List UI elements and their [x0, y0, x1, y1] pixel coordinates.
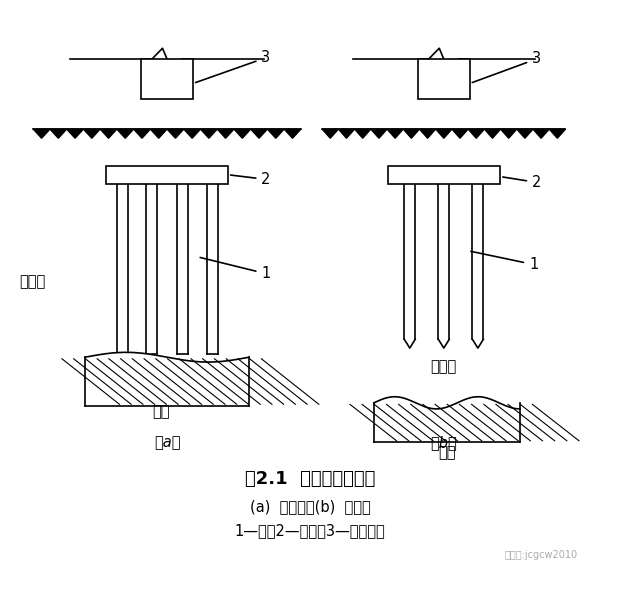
Polygon shape [387, 129, 403, 138]
Bar [141, 59, 193, 99]
Text: 软土层: 软土层 [431, 359, 457, 374]
Polygon shape [533, 129, 549, 138]
Polygon shape [84, 129, 100, 138]
Text: 微信号:jcgcw2010: 微信号:jcgcw2010 [505, 550, 578, 560]
Polygon shape [339, 129, 355, 138]
Polygon shape [322, 129, 339, 138]
Polygon shape [468, 129, 484, 138]
Polygon shape [150, 129, 167, 138]
Text: (a)  端承桩；(b)  摩擦桩: (a) 端承桩；(b) 摩擦桩 [250, 499, 370, 514]
Polygon shape [200, 129, 217, 138]
Text: 图2.1  端承桩与摩擦桩: 图2.1 端承桩与摩擦桩 [245, 470, 375, 488]
Polygon shape [85, 353, 249, 406]
Polygon shape [403, 129, 420, 138]
Polygon shape [184, 129, 200, 138]
Polygon shape [436, 129, 452, 138]
Text: 软土层: 软土层 [19, 274, 45, 288]
Polygon shape [267, 129, 284, 138]
Polygon shape [33, 129, 50, 138]
Polygon shape [420, 129, 436, 138]
Text: 硬层: 硬层 [438, 445, 456, 460]
Bar [106, 166, 228, 184]
Polygon shape [250, 129, 267, 138]
Text: （b）: （b） [430, 435, 457, 450]
Polygon shape [217, 129, 234, 138]
Polygon shape [484, 129, 500, 138]
Text: 1: 1 [471, 251, 538, 272]
Polygon shape [167, 129, 184, 138]
Polygon shape [371, 129, 387, 138]
Text: 2: 2 [231, 172, 271, 187]
Text: 3: 3 [195, 50, 270, 82]
Polygon shape [500, 129, 517, 138]
Polygon shape [50, 129, 67, 138]
Text: 3: 3 [472, 51, 541, 82]
Polygon shape [517, 129, 533, 138]
Polygon shape [67, 129, 84, 138]
Polygon shape [452, 129, 468, 138]
Polygon shape [100, 129, 117, 138]
Polygon shape [284, 129, 301, 138]
Text: 硬层: 硬层 [153, 404, 170, 419]
Polygon shape [355, 129, 371, 138]
Polygon shape [134, 129, 150, 138]
Polygon shape [374, 397, 520, 442]
Bar [418, 59, 470, 99]
Bar [388, 166, 500, 184]
Text: 1: 1 [200, 257, 270, 281]
Text: 2: 2 [503, 175, 541, 190]
Polygon shape [117, 129, 134, 138]
Text: （a）: （a） [154, 435, 180, 450]
Polygon shape [549, 129, 565, 138]
Polygon shape [234, 129, 250, 138]
Text: 1—桩；2—承台；3—上部结构: 1—桩；2—承台；3—上部结构 [234, 523, 386, 538]
